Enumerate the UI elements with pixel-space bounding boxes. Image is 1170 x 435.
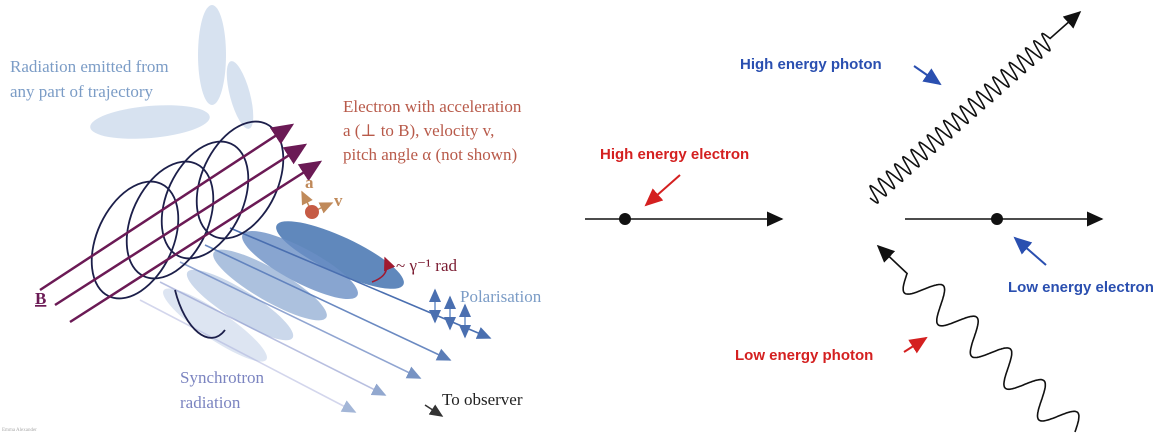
synchrotron-label: Synchrotron bbox=[180, 368, 265, 387]
pointer bbox=[1015, 238, 1046, 265]
synchrotron-label: radiation bbox=[180, 393, 241, 412]
observer-label: To observer bbox=[442, 390, 523, 409]
electron-dot bbox=[991, 213, 1003, 225]
high-photon-wave bbox=[870, 12, 1080, 203]
note-line: any part of trajectory bbox=[10, 82, 154, 101]
credit: Emma Alexander bbox=[2, 428, 37, 433]
low-electron-label: Low energy electron bbox=[1008, 279, 1154, 296]
polarisation-label: Polarisation bbox=[460, 287, 542, 306]
note-line: Electron with acceleration bbox=[343, 97, 522, 116]
diagram: Radiation emitted from any part of traje… bbox=[0, 0, 1170, 435]
angle-label: ~ γ⁻¹ rad bbox=[396, 256, 457, 275]
low-photon-wave bbox=[878, 246, 1079, 432]
electron-dot bbox=[305, 205, 319, 219]
pointer bbox=[914, 66, 940, 84]
pointer bbox=[904, 338, 926, 352]
low-photon-label: Low energy photon bbox=[735, 347, 873, 364]
high-electron-label: High energy electron bbox=[600, 146, 749, 163]
loop bbox=[144, 128, 265, 273]
electron-dot bbox=[619, 213, 631, 225]
note-line: a (⊥ to B), velocity v, bbox=[343, 121, 494, 140]
lobe bbox=[221, 59, 258, 132]
pointer bbox=[646, 175, 680, 205]
electron bbox=[302, 192, 332, 219]
observer-arrow bbox=[425, 405, 442, 416]
loop bbox=[109, 148, 230, 293]
lobe bbox=[89, 101, 211, 143]
beam-lobes bbox=[156, 209, 411, 371]
velocity-label: v bbox=[334, 191, 343, 210]
field-label: B bbox=[35, 289, 46, 308]
high-photon-label: High energy photon bbox=[740, 56, 882, 73]
lobe bbox=[198, 5, 226, 105]
accel-label: a bbox=[305, 173, 314, 192]
note-line: Radiation emitted from bbox=[10, 57, 169, 76]
note-line: pitch angle α (not shown) bbox=[343, 145, 517, 164]
